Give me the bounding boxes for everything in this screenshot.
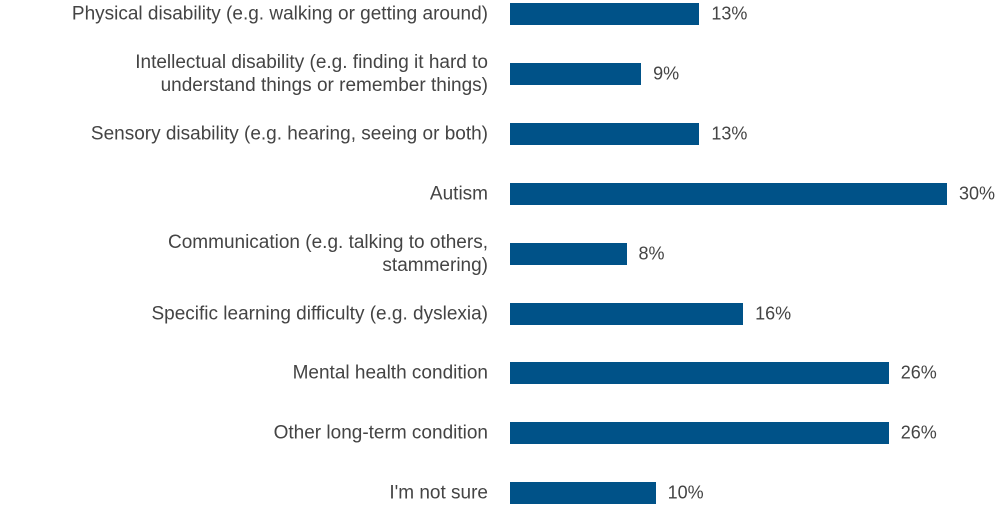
bar <box>510 242 627 265</box>
value-label: 10% <box>667 482 704 503</box>
value-label: 26% <box>900 362 937 383</box>
value-label: 13% <box>711 123 748 144</box>
bar <box>510 182 947 205</box>
category-label: Communication (e.g. talking to others, s… <box>168 231 488 276</box>
category-label: Autism <box>429 183 488 205</box>
value-label: 13% <box>711 3 748 24</box>
value-label: 8% <box>638 243 665 264</box>
bar <box>510 302 744 325</box>
category-label: Intellectual disability (e.g. finding it… <box>135 51 488 96</box>
bar <box>510 62 642 85</box>
category-label: Mental health condition <box>292 362 488 384</box>
value-label: 9% <box>653 63 680 84</box>
bar <box>510 422 889 445</box>
category-label: I'm not sure <box>389 482 488 504</box>
bar <box>510 122 700 145</box>
value-label: 16% <box>755 303 792 323</box>
bar <box>510 3 700 25</box>
bar <box>510 362 889 385</box>
value-label: 30% <box>959 183 996 204</box>
value-label: 26% <box>900 422 937 443</box>
category-label: Sensory disability (e.g. hearing, seeing… <box>90 123 488 145</box>
category-label: Specific learning difficulty (e.g. dysle… <box>151 303 488 324</box>
category-label: Other long-term condition <box>273 422 488 444</box>
category-label: Physical disability (e.g. walking or get… <box>71 3 488 25</box>
bar <box>510 482 656 505</box>
